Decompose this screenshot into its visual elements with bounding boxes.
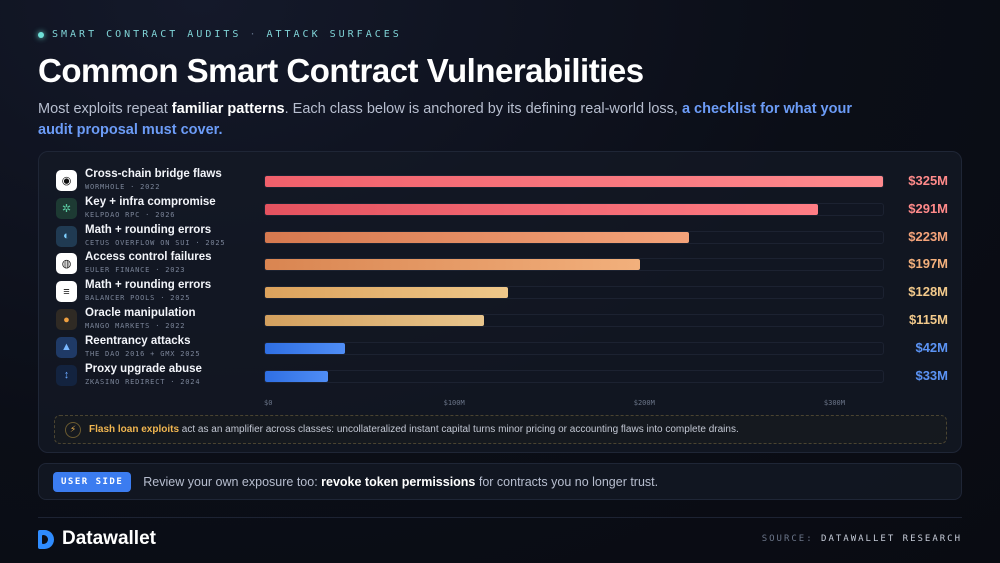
bar-label: Access control failures [85,251,212,264]
bar-track [264,314,884,327]
bar-row: ● Oracle manipulation MANGO MARKETS · 2022… [39,306,963,332]
bar [265,176,883,187]
bar-label: Math + rounding errors [85,279,212,292]
user-side-text-1: Review your own exposure too: [143,474,322,489]
bar-label: Math + rounding errors [85,223,212,236]
bar-value-label: $197M [908,256,948,272]
cetus-icon: ◐ [56,225,77,247]
note-bold: Flash loan exploits [89,424,180,435]
note-body: act as an amplifier across classes: unco… [179,424,739,435]
bar [265,203,819,215]
bar-value-label: $33M [915,367,948,383]
bar-track [264,286,884,300]
lightning-icon: ⚡ [65,421,81,438]
chart-panel: ◉ Cross-chain bridge flaws WORMHOLE · 2022… [38,151,962,453]
kicker-left: SMART CONTRACT AUDITS [52,29,242,40]
bar-value-label: $42M [915,339,948,355]
subtitle-highlight: a checklist for what your audit proposal… [38,101,852,138]
subtitle-part-1: Most exploits repeat [38,101,172,117]
bar [265,342,345,354]
bar [265,370,328,382]
bar-sublabel: CETUS OVERFLOW ON SUI · 2025 [85,238,226,247]
bar-track [264,202,884,216]
user-side-box: USER SIDE Review your own exposure too: … [38,463,962,500]
bar-row: ◉ Cross-chain bridge flaws WORMHOLE · 2022… [39,167,963,193]
user-side-text-2: for contracts you no longer trust. [475,474,659,489]
gmx-icon: ▲ [56,336,77,358]
bar [265,231,690,243]
brand-name: Datawallet [62,528,156,549]
bar-row: ◐ Math + rounding errors CETUS OVERFLOW ON… [39,223,963,249]
x-tick-label: $100M [443,399,465,407]
bar-sublabel: MANGO MARKETS · 2022 [85,322,186,330]
brand-logo: Datawallet [38,528,156,550]
user-side-text: Review your own exposure too: revoke tok… [143,475,658,489]
bar-sublabel: EULER FINANCE · 2023 [85,266,186,275]
bar-row: ▲ Reentrancy attacks THE DAO 2016 + GMX 20… [39,334,963,360]
x-tick-label: $0 [264,399,273,407]
kicker-separator: · [249,29,259,40]
source-credit: SOURCE: DATAWALLET RESEARCH [762,534,962,544]
kelpdao-icon: ✲ [56,197,77,219]
page-title: Common Smart Contract Vulnerabilities [38,52,644,89]
bar-sublabel: THE DAO 2016 + GMX 2025 [85,349,201,358]
bar-label: Key + infra compromise [85,195,216,208]
flash-loan-note: ⚡ Flash loan exploits act as an amplifie… [54,415,947,444]
bar-value-label: $115M [908,312,948,327]
bar-track [264,369,884,383]
wormhole-icon: ◉ [56,170,77,191]
bar-track [264,341,884,355]
bar-row: ◍ Access control failures EULER FINANCE · … [39,250,963,276]
datawallet-logo-icon [38,529,54,549]
bar-row: ↕ Proxy upgrade abuse ZKASINO REDIRECT · 2… [39,362,963,388]
bar-value-label: $325M [908,173,948,188]
euler-icon: ◍ [56,253,77,275]
user-side-badge: USER SIDE [53,471,132,492]
bar-label: Cross-chain bridge flaws [85,168,222,180]
bar-label: Reentrancy attacks [85,334,191,347]
bar-row: ✲ Key + infra compromise KELPDAO RPC · 202… [39,195,963,221]
kicker-right: ATTACK SURFACES [266,29,402,40]
bar-track [264,258,884,272]
kicker-dot-icon [38,31,44,38]
kicker: SMART CONTRACT AUDITS · ATTACK SURFACES [38,29,402,40]
balancer-icon: ≡ [56,281,77,303]
x-tick-label: $300M [823,399,845,407]
x-tick-label: $200M [633,399,655,407]
bar-sublabel: WORMHOLE · 2022 [85,183,161,191]
bar-sublabel: BALANCER POOLS · 2025 [85,294,191,303]
note-text: Flash loan exploits act as an amplifier … [89,424,739,435]
bar-sublabel: KELPDAO RPC · 2026 [85,210,176,219]
bar-label: Oracle manipulation [85,307,196,319]
source-label: SOURCE: [761,534,814,544]
user-side-bold: revoke token permissions [321,474,476,489]
bar [265,287,509,299]
source-value: DATAWALLET RESEARCH [821,534,962,544]
bar-value-label: $223M [908,228,948,244]
zkasino-icon: ↕ [56,364,77,386]
bar [265,259,640,271]
bar-track [264,230,884,244]
mango-icon: ● [56,309,77,330]
bar-track [264,175,884,188]
bar-label: Proxy upgrade abuse [85,362,202,375]
footer-divider [38,517,962,518]
page-subtitle: Most exploits repeat familiar patterns. … [38,99,878,141]
subtitle-bold: familiar patterns [171,101,285,117]
bar-value-label: $291M [908,200,948,216]
x-axis: $0 $100M $200M $300M [264,399,884,411]
bar [265,315,484,326]
bar-row: ≡ Math + rounding errors BALANCER POOLS · … [39,278,963,304]
bar-value-label: $128M [908,284,948,300]
subtitle-part-2: . Each class below is anchored by its de… [284,101,682,117]
bar-sublabel: ZKASINO REDIRECT · 2024 [85,377,201,386]
